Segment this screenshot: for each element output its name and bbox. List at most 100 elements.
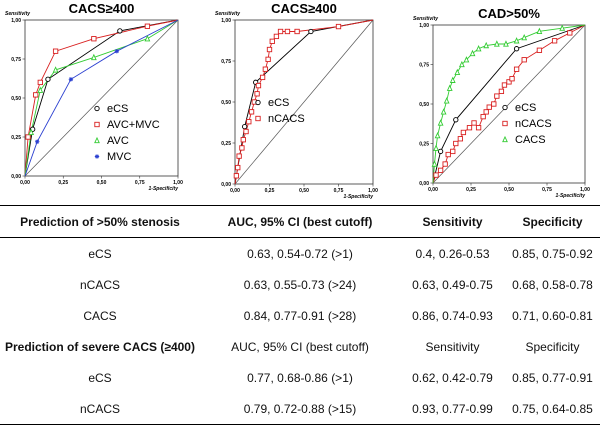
- x-axis-label: 1-Specificity: [149, 186, 179, 192]
- x-axis-label: 1-Specificity: [556, 193, 586, 199]
- data-point: [494, 93, 500, 99]
- data-point: [536, 47, 543, 53]
- x-tick-label: 0,25: [58, 180, 68, 186]
- y-axis-label: Sensitivity: [5, 11, 30, 17]
- data-point: [236, 153, 242, 159]
- data-point: [446, 84, 453, 91]
- data-point: [466, 125, 473, 131]
- data-point: [450, 148, 456, 155]
- data-point: [503, 40, 509, 47]
- data-point: [37, 79, 43, 86]
- data-point: [463, 56, 470, 63]
- section1-spec-header: Specificity: [505, 205, 600, 238]
- row-name: nCACS: [79, 277, 120, 292]
- chart-title: CACS≥400: [69, 1, 135, 16]
- data-point: [483, 109, 489, 115]
- x-tick-label: 0,25: [265, 188, 275, 194]
- data-point: [442, 161, 448, 167]
- data-point: [294, 28, 300, 35]
- data-point: [144, 35, 151, 42]
- data-point: [475, 45, 482, 52]
- y-tick-label: 0,75: [11, 57, 21, 63]
- data-point: [114, 49, 119, 54]
- x-tick-label: 1,00: [173, 180, 183, 186]
- data-point: [460, 129, 467, 136]
- data-point: [453, 117, 459, 123]
- data-point: [559, 24, 566, 31]
- legend-label: AVC: [107, 135, 129, 147]
- series-line-avc-mvc: [24, 19, 179, 177]
- data-point: [273, 33, 280, 40]
- data-point: [25, 134, 31, 140]
- data-point: [501, 82, 508, 88]
- data-point: [45, 76, 51, 82]
- data-point: [35, 139, 40, 144]
- row-spec: 0.85, 0.75-0.92: [512, 246, 593, 261]
- row-auc: 0.79, 0.72-0.88 (>15): [200, 393, 400, 425]
- data-point: [266, 46, 273, 53]
- legend-marker: [255, 99, 261, 106]
- data-point: [242, 123, 248, 130]
- section1-header-row: Prediction of >50% stenosis AUC, 95% CI …: [0, 205, 600, 238]
- section2-header-row: Prediction of severe CACS (≥400) AUC, 95…: [0, 331, 600, 362]
- row-name: nCACS: [0, 393, 200, 425]
- data-point: [454, 68, 461, 76]
- data-point: [233, 173, 240, 179]
- section2-sens-header: Sensitivity: [425, 339, 480, 354]
- data-point: [259, 74, 266, 81]
- data-point: [91, 36, 97, 42]
- row-spec: 0.85, 0.77-0.91: [512, 370, 593, 385]
- data-point: [440, 108, 447, 115]
- data-point: [437, 167, 444, 174]
- x-tick-label: 1,00: [580, 187, 590, 193]
- data-point: [445, 151, 451, 158]
- legend-label: nCACS: [515, 118, 552, 130]
- data-point: [506, 79, 512, 85]
- y-axis-label: Sensitivity: [413, 16, 438, 22]
- data-point: [536, 27, 543, 34]
- y-tick-label: 0,25: [11, 135, 21, 141]
- row-auc: 0.63, 0.55-0.73 (>24): [243, 277, 357, 292]
- row-auc: 0.84, 0.77-0.91 (>28): [243, 308, 357, 323]
- legend-marker: [94, 154, 100, 159]
- data-point: [433, 144, 439, 151]
- legend-marker: [94, 105, 100, 112]
- data-point: [235, 164, 241, 171]
- data-point: [513, 46, 520, 52]
- data-point: [254, 91, 260, 97]
- y-tick-label: 0,75: [221, 59, 231, 65]
- data-point: [117, 28, 123, 34]
- legend-label: AVC+MVC: [107, 119, 160, 131]
- data-point: [308, 28, 314, 35]
- legend-label: CACS: [515, 134, 546, 146]
- data-point: [521, 57, 527, 63]
- legend-label: eCS: [515, 102, 536, 114]
- x-tick-label: 0,75: [334, 188, 344, 194]
- chart-title: CACS≥400: [271, 1, 337, 16]
- data-point: [239, 145, 245, 151]
- legend-marker: [255, 115, 261, 122]
- legend-marker: [502, 120, 508, 127]
- data-point: [269, 38, 275, 44]
- data-point: [248, 109, 255, 115]
- y-tick-label: 0,25: [221, 141, 231, 147]
- y-tick-label: 0,50: [419, 102, 429, 108]
- table-row: CACS 0.84, 0.77-0.91 (>28) 0.86, 0.74-0.…: [0, 300, 600, 331]
- data-point: [513, 66, 520, 72]
- roc-charts-panel: CACS≥400 Sensitivity 1-Specificity 0,00 0,25…: [0, 0, 600, 200]
- data-point: [144, 23, 151, 29]
- x-tick-label: 0,50: [299, 188, 309, 194]
- data-point: [483, 41, 490, 49]
- row-sens: 0.86, 0.74-0.93: [412, 308, 493, 323]
- y-tick-label: 0,00: [221, 182, 231, 188]
- x-axis-label: 1-Specificity: [344, 194, 374, 200]
- x-tick-label: 0,50: [97, 180, 107, 186]
- data-point: [431, 160, 438, 167]
- data-point: [437, 119, 444, 126]
- row-name: eCS: [88, 370, 112, 385]
- section1-sens-header: Sensitivity: [400, 205, 505, 238]
- y-tick-label: 0,25: [419, 141, 429, 147]
- data-point: [491, 101, 497, 107]
- data-point: [567, 30, 573, 36]
- legend-label: eCS: [268, 97, 289, 109]
